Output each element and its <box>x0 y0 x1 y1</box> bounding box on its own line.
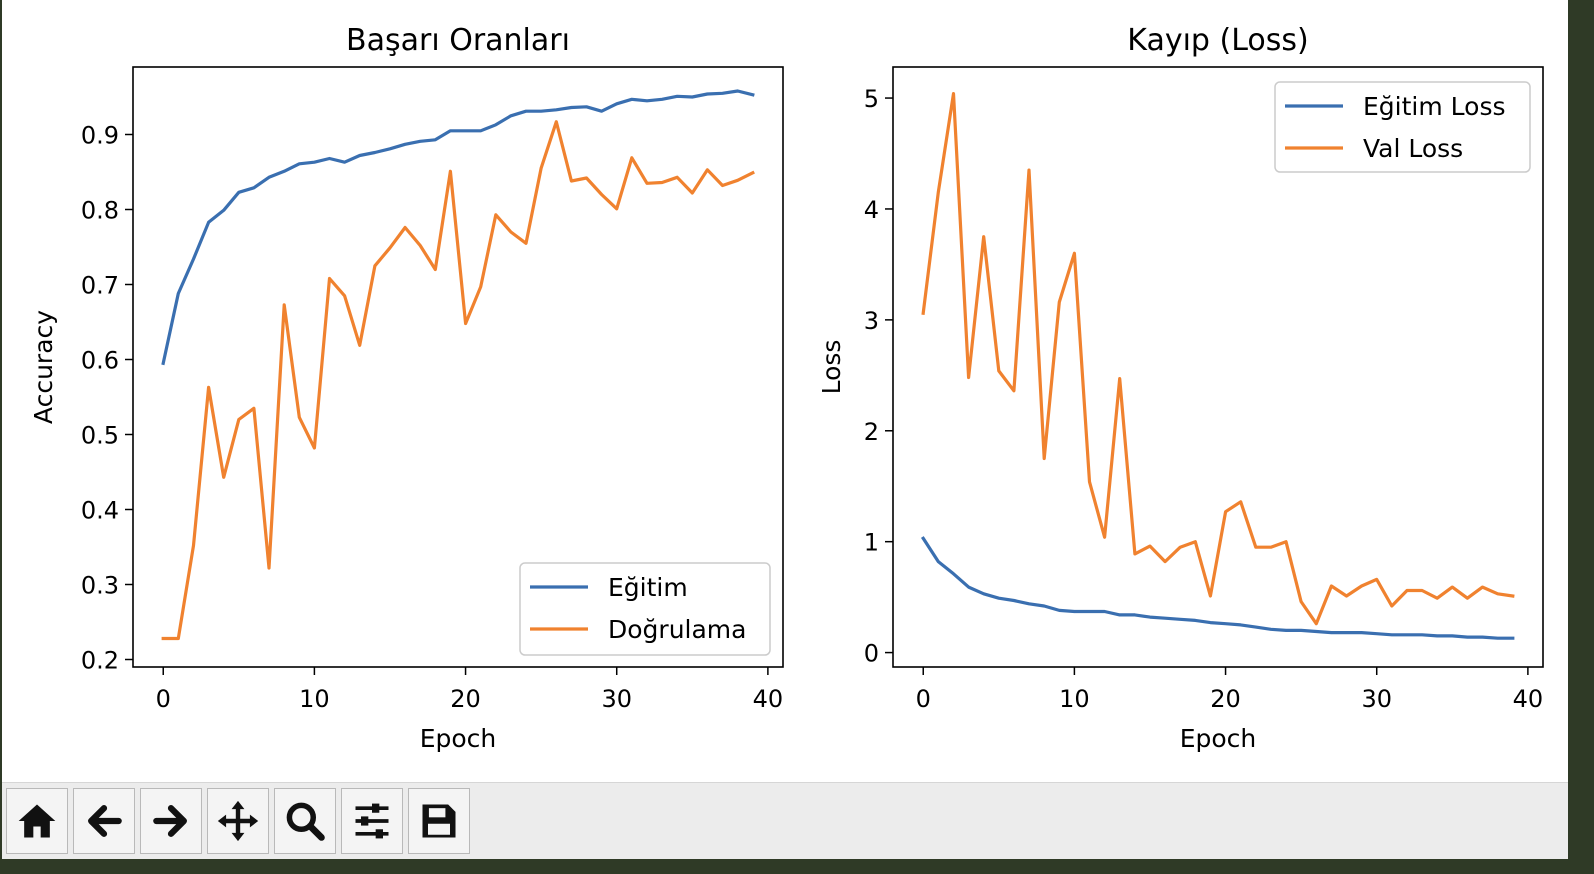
legend-label: Eğitim <box>608 573 688 602</box>
chart-title: Kayıp (Loss) <box>1127 23 1308 58</box>
legend-label: Eğitim Loss <box>1363 92 1506 121</box>
x-tick-label: 30 <box>601 685 632 713</box>
figure-window: Başarı Oranları 0 10 20 30 40 0.2 0.3 0.4 0.5 0.6 0… <box>2 0 1568 859</box>
y-tick-label: 3 <box>864 307 879 335</box>
arrow-left-icon <box>88 805 122 837</box>
x-tick-label: 20 <box>450 685 481 713</box>
x-tick-label: 30 <box>1361 685 1392 713</box>
chart-panel-2: Kayıp (Loss) 0 10 20 30 40 0 1 2 3 4 5 Epoch Loss Eğit… <box>817 23 1544 753</box>
axes-frame <box>892 66 1544 668</box>
navigation-toolbar <box>2 782 1568 859</box>
home-button[interactable] <box>6 788 68 854</box>
y-tick-label: 0.4 <box>81 497 119 525</box>
x-tick-label: 20 <box>1210 685 1241 713</box>
chart-panel-1: Başarı Oranları 0 10 20 30 40 0.2 0.3 0.4 0.5 0.6 0… <box>29 23 784 753</box>
y-tick-label: 1 <box>864 529 879 557</box>
move-icon <box>217 800 259 842</box>
x-tick-label: 0 <box>916 685 931 713</box>
y-axis-label: Loss <box>817 340 846 395</box>
legend: Eğitim Doğrulama <box>519 562 771 656</box>
chart-title: Başarı Oranları <box>346 23 570 58</box>
back-button[interactable] <box>73 788 135 854</box>
x-axis-label: Epoch <box>1180 724 1257 753</box>
x-tick-label: 40 <box>753 685 784 713</box>
y-axis-label: Accuracy <box>29 310 58 424</box>
save-button[interactable] <box>408 788 470 854</box>
y-tick-label: 0.5 <box>81 422 119 450</box>
configure-subplots-button[interactable] <box>341 788 403 854</box>
y-tick-label: 4 <box>864 196 879 224</box>
series-line-1 <box>161 89 755 366</box>
legend: Eğitim Loss Val Loss <box>1274 81 1531 173</box>
sliders-icon <box>355 803 389 839</box>
y-tick-label: 0.8 <box>81 197 119 225</box>
magnifier-icon <box>286 802 325 841</box>
y-tick-label: 2 <box>864 418 879 446</box>
legend-label: Val Loss <box>1363 134 1463 163</box>
zoom-button[interactable] <box>274 788 336 854</box>
arrow-right-icon <box>153 805 187 837</box>
x-tick-label: 10 <box>1059 685 1090 713</box>
y-tick-label: 0 <box>864 640 879 668</box>
x-tick-label: 10 <box>299 685 330 713</box>
series-line-2 <box>921 91 1515 626</box>
series-line-2 <box>161 120 755 641</box>
home-icon <box>18 804 56 838</box>
y-tick-label: 0.7 <box>81 272 119 300</box>
x-tick-label: 40 <box>1513 685 1544 713</box>
y-tick-label: 0.3 <box>81 572 119 600</box>
y-tick-label: 0.6 <box>81 347 119 375</box>
legend-label: Doğrulama <box>608 615 746 644</box>
pan-button[interactable] <box>207 788 269 854</box>
forward-button[interactable] <box>140 788 202 854</box>
y-tick-label: 5 <box>864 85 879 113</box>
floppy-disk-icon <box>422 804 456 838</box>
x-axis-label: Epoch <box>420 724 497 753</box>
axes-frame <box>132 66 784 668</box>
y-tick-label: 0.9 <box>81 122 119 150</box>
x-tick-label: 0 <box>156 685 171 713</box>
series-line-1 <box>920 536 1515 640</box>
y-tick-label: 0.2 <box>81 647 119 675</box>
